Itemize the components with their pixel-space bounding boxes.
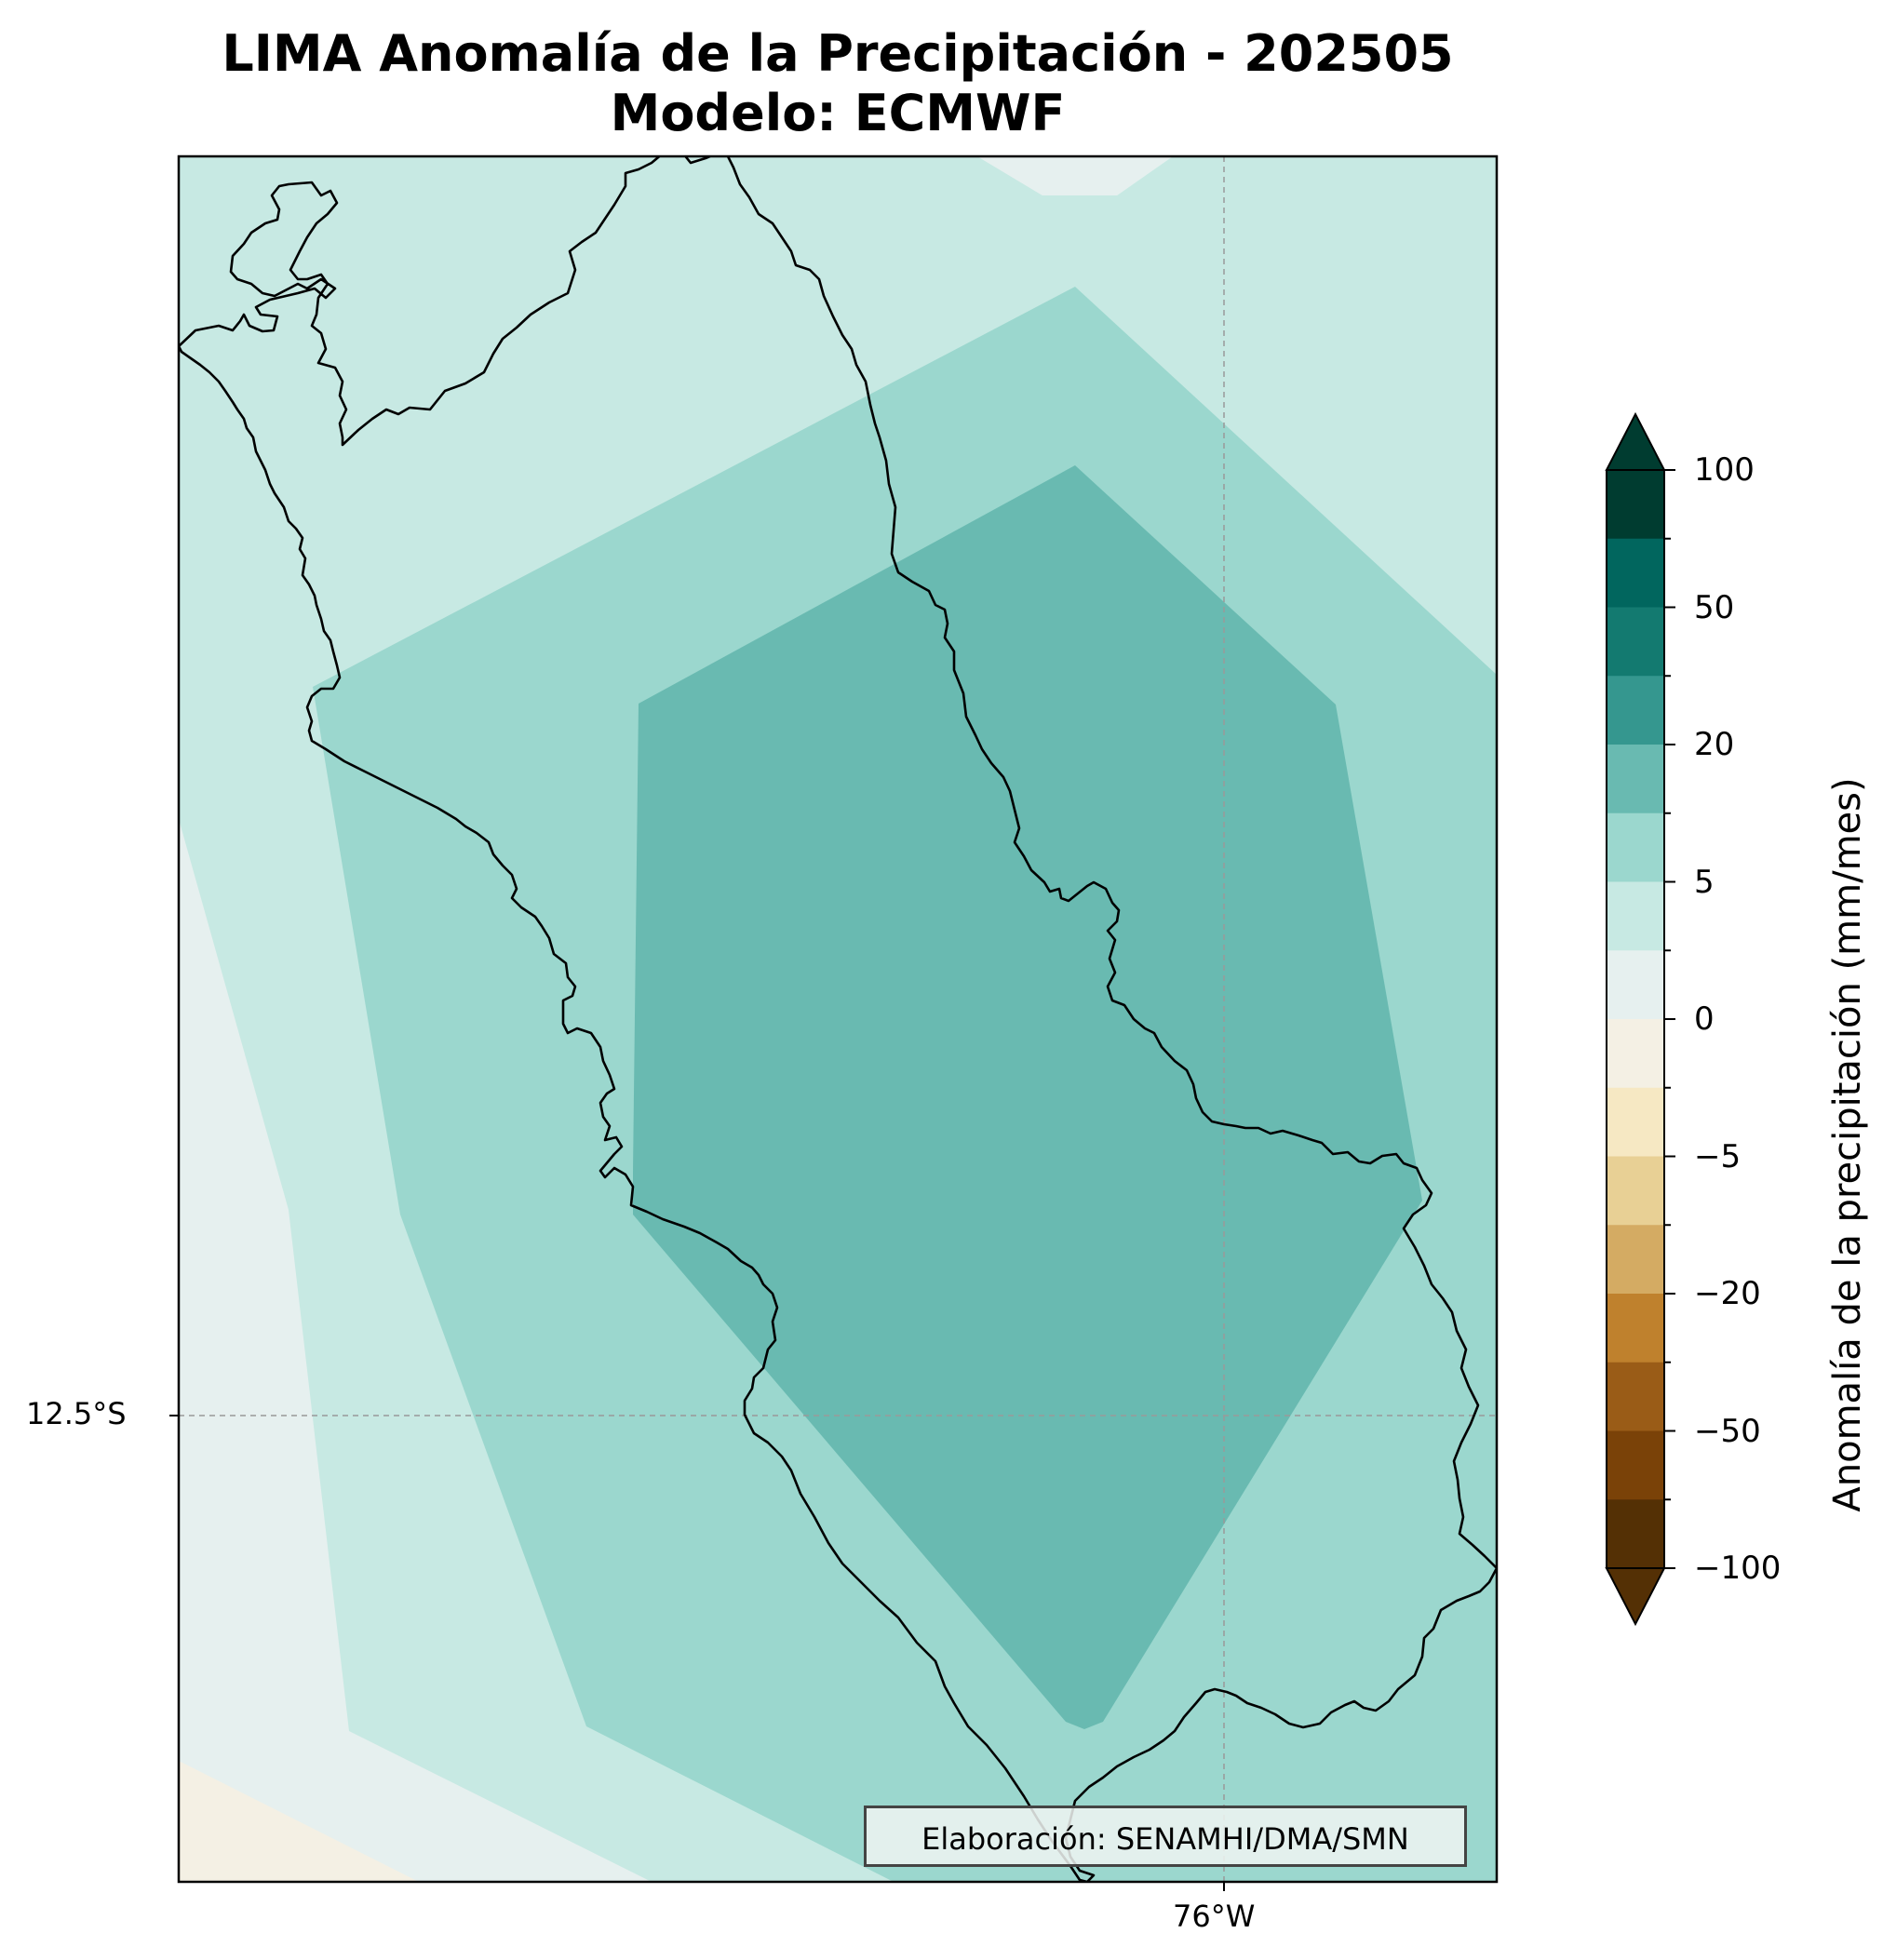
lima-region-outline bbox=[179, 156, 1497, 1882]
colorbar-tick-label: 5 bbox=[1694, 863, 1715, 901]
anomaly-band-10-20 bbox=[633, 465, 1422, 1729]
colorbar-segment bbox=[1607, 1362, 1664, 1431]
colorbar-extend-top bbox=[1605, 411, 1666, 471]
colorbar-tick-label: 0 bbox=[1694, 1000, 1715, 1038]
credit-box: Elaboración: SENAMHI/DMA/SMN bbox=[864, 1806, 1467, 1867]
colorbar-extend-bottom bbox=[1605, 1567, 1666, 1627]
colorbar-segment bbox=[1607, 1225, 1664, 1295]
colorbar-segment bbox=[1607, 676, 1664, 745]
colorbar-segment bbox=[1607, 1430, 1664, 1500]
colorbar-tick-label: −20 bbox=[1694, 1275, 1761, 1312]
lon-label: 76°W bbox=[1173, 1899, 1256, 1934]
colorbar-tick-label: 20 bbox=[1694, 726, 1735, 763]
colorbar-segment bbox=[1607, 1019, 1664, 1089]
colorbar-segment bbox=[1607, 1156, 1664, 1226]
colorbar-tick-label: −100 bbox=[1694, 1550, 1782, 1587]
colorbar-segment bbox=[1607, 1087, 1664, 1157]
colorbar-segment bbox=[1607, 1499, 1664, 1569]
colorbar-segment bbox=[1607, 607, 1664, 677]
colorbar-segment bbox=[1607, 538, 1664, 608]
colorbar-tick-label: 100 bbox=[1694, 451, 1755, 489]
map-subtitle: Modelo: ECMWF bbox=[610, 84, 1066, 142]
colorbar-segment bbox=[1607, 812, 1664, 882]
colorbar bbox=[1605, 411, 1675, 1627]
colorbar-segment bbox=[1607, 950, 1664, 1020]
colorbar-segment bbox=[1607, 881, 1664, 951]
colorbar-tick-label: 50 bbox=[1694, 588, 1735, 626]
anomaly-negative-corner bbox=[179, 1761, 419, 1882]
map-frame bbox=[177, 154, 1499, 1884]
colorbar-tick-label: −50 bbox=[1694, 1412, 1761, 1450]
map-title: LIMA Anomalía de la Precipitación - 2025… bbox=[222, 24, 1454, 83]
colorbar-tick-label: −5 bbox=[1694, 1137, 1742, 1175]
colorbar-title: Anomalía de la precipitación (mm/mes) bbox=[1826, 777, 1869, 1512]
colorbar-segment bbox=[1607, 1294, 1664, 1363]
colorbar-segment bbox=[1607, 470, 1664, 540]
colorbar-segment bbox=[1607, 745, 1664, 814]
lat-label: 12.5°S bbox=[26, 1396, 127, 1431]
anomaly-band-light-north bbox=[977, 156, 1173, 195]
